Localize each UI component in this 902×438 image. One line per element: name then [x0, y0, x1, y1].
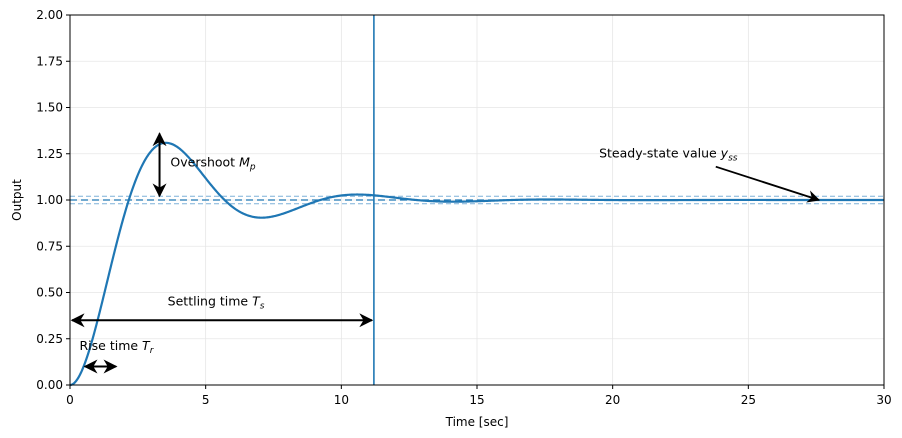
x-tick-label: 15 — [469, 393, 484, 407]
y-tick-label: 1.75 — [36, 54, 63, 68]
y-tick-label: 0.75 — [36, 239, 63, 253]
y-tick-label: 0.00 — [36, 378, 63, 392]
x-tick-label: 10 — [334, 393, 349, 407]
step-response-line — [69, 141, 884, 387]
y-tick-label: 1.50 — [36, 101, 63, 115]
y-tick-label: 0.25 — [36, 332, 63, 346]
annotations-layer: Settling time Ts Rise time Tr Overshoot Mp… — [70, 132, 821, 374]
settling-time-label: Settling time Ts — [168, 293, 265, 311]
y-tick-label: 1.25 — [36, 147, 63, 161]
y-axis-label: Output — [10, 179, 24, 221]
steady-state-arrow — [715, 165, 821, 203]
x-tick-label: 20 — [605, 393, 620, 407]
x-tick-label: 5 — [202, 393, 210, 407]
overshoot-label: Overshoot Mp — [170, 155, 255, 173]
y-tick-label: 1.00 — [36, 193, 63, 207]
x-axis-label: Time [sec] — [445, 415, 509, 429]
steady-state-label: Steady-state value yss — [599, 145, 738, 163]
rise-time-label: Rise time Tr — [79, 338, 154, 356]
x-tick-label: 25 — [741, 393, 756, 407]
axes: 0 5 10 15 20 25 30 0.00 0.25 0.50 0.75 1.00 1.25 1.50… — [36, 8, 891, 407]
y-tick-label: 0.50 — [36, 286, 63, 300]
x-tick-label: 30 — [876, 393, 891, 407]
reference-lines — [70, 15, 884, 385]
x-tick-label: 0 — [66, 393, 74, 407]
y-tick-label: 2.00 — [36, 8, 63, 22]
series-layer — [69, 141, 884, 387]
